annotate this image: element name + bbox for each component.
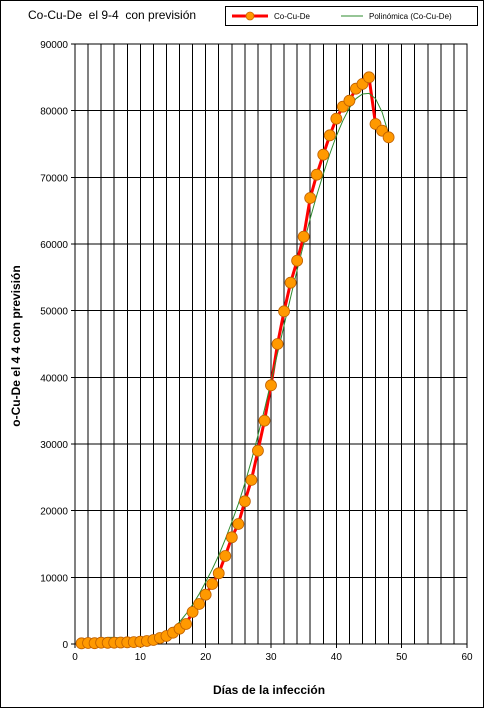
data-point-co-cu-de — [323, 129, 336, 142]
legend-item-co-cu-de: Co-Cu-De — [230, 7, 310, 25]
data-point-co-cu-de — [186, 606, 199, 618]
data-point-co-cu-de — [212, 567, 225, 580]
data-point-co-cu-de — [363, 71, 375, 84]
data-point-co-cu-de — [238, 495, 251, 508]
x-tick-label: 0 — [72, 652, 78, 663]
data-point-co-cu-de — [225, 531, 238, 544]
y-tick-label: 50000 — [40, 307, 68, 318]
y-tick-label: 70000 — [40, 173, 68, 184]
data-point-co-cu-de — [219, 550, 232, 562]
x-tick-label: 60 — [461, 652, 473, 663]
legend-swatch-co-cu-de — [232, 11, 268, 21]
legend-label-polinomica: Polinómica (Co-Cu-De) — [369, 11, 452, 21]
data-point-co-cu-de — [199, 588, 212, 601]
x-axis-title: Días de la infección — [213, 683, 326, 697]
data-point-co-cu-de — [291, 254, 304, 267]
data-point-co-cu-de — [278, 305, 290, 318]
data-point-co-cu-de — [284, 276, 297, 289]
data-point-co-cu-de — [297, 230, 310, 243]
data-point-co-cu-de — [382, 131, 395, 144]
x-tick-label: 50 — [396, 652, 408, 663]
data-point-co-cu-de — [265, 379, 277, 392]
data-point-co-cu-de — [330, 112, 343, 125]
data-point-co-cu-de — [193, 598, 206, 610]
data-point-co-cu-de — [232, 518, 245, 530]
data-point-co-cu-de — [206, 578, 219, 590]
data-point-co-cu-de — [317, 148, 330, 161]
legend-swatch-polinomica — [341, 15, 363, 17]
legend-item-polinomica: Polinómica (Co-Cu-De) — [339, 7, 452, 25]
x-tick-label: 10 — [135, 652, 147, 663]
data-point-co-cu-de — [343, 94, 356, 107]
y-tick-label: 40000 — [40, 373, 68, 384]
y-tick-label: 30000 — [40, 440, 68, 451]
x-tick-label: 40 — [331, 652, 343, 663]
data-point-co-cu-de — [304, 192, 317, 204]
y-tick-label: 20000 — [40, 507, 68, 518]
y-tick-label: 10000 — [40, 573, 68, 584]
y-tick-label: 90000 — [40, 40, 68, 51]
data-point-co-cu-de — [252, 444, 264, 457]
x-tick-label: 20 — [200, 652, 212, 663]
y-tick-label: 80000 — [40, 107, 68, 118]
legend: Co-Cu-De Polinómica (Co-Cu-De) — [225, 6, 478, 26]
data-point-co-cu-de — [180, 618, 192, 630]
x-tick-label: 30 — [265, 652, 277, 663]
data-point-co-cu-de — [245, 474, 258, 486]
y-tick-label: 60000 — [40, 240, 68, 251]
data-point-co-cu-de — [271, 338, 284, 350]
y-tick-label: 0 — [62, 640, 68, 651]
legend-label-co-cu-de: Co-Cu-De — [274, 11, 311, 21]
y-axis-title: o-Cu-De el 4 4 con previsión — [9, 265, 23, 427]
data-point-co-cu-de — [258, 414, 271, 427]
data-point-co-cu-de — [310, 168, 323, 181]
chart-title: Co-Cu-De el 9-4 con previsión — [28, 8, 197, 22]
